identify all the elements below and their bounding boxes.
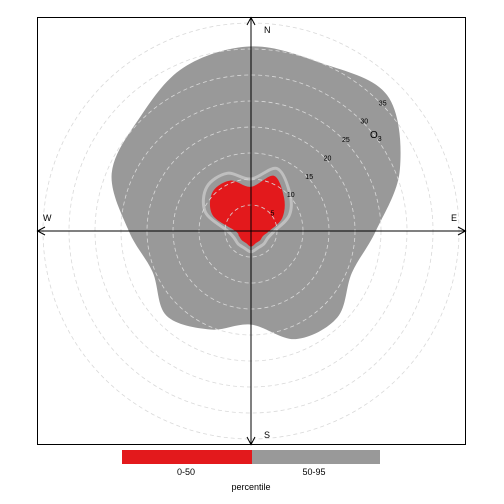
pollutant-symbol: O [370, 130, 378, 141]
series-0-50-area [209, 175, 285, 247]
pollutant-subscript: 3 [378, 136, 382, 143]
east-label: E [451, 213, 457, 223]
west-label: W [43, 213, 52, 223]
south-arrow [246, 436, 256, 446]
east-arrow [457, 226, 467, 236]
radial-tick-label-35: 35 [379, 100, 387, 107]
radial-tick-label-10: 10 [287, 192, 295, 199]
radial-tick-label-25: 25 [342, 137, 350, 144]
axes [36, 16, 467, 446]
west-arrow [36, 226, 46, 236]
radial-tick-labels: 5 10 15 20 25 30 35 [270, 100, 386, 217]
legend-swatch-0-50 [122, 450, 252, 464]
radial-tick-label-20: 20 [324, 156, 332, 163]
radial-tick-label-15: 15 [305, 174, 313, 181]
pollutant-label: O3 [370, 130, 382, 143]
radial-tick-label-30: 30 [360, 119, 368, 126]
legend-label-0-50: 0-50 [177, 467, 195, 477]
radial-tick-label-5: 5 [270, 211, 274, 218]
legend-swatch-50-95 [252, 450, 380, 464]
legend-title: percentile [231, 482, 270, 492]
north-label: N [264, 25, 271, 35]
legend-label-50-95: 50-95 [302, 467, 325, 477]
north-arrow [246, 16, 256, 26]
south-label: S [264, 430, 270, 440]
legend: 0-50 50-95 percentile [122, 450, 380, 492]
